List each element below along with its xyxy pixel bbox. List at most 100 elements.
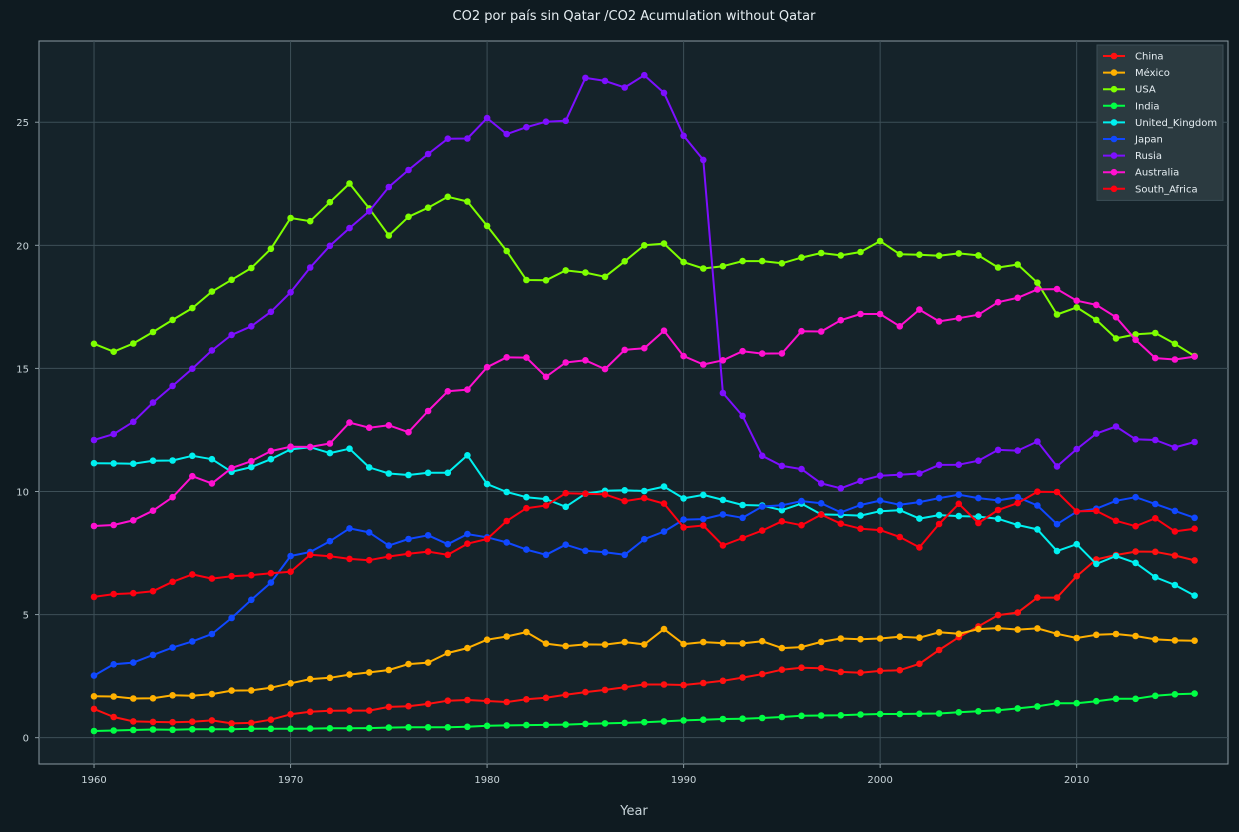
data-point xyxy=(1171,507,1179,515)
data-point xyxy=(90,436,98,444)
series-india xyxy=(90,690,1198,735)
data-point xyxy=(189,692,196,700)
data-point xyxy=(1053,463,1061,470)
data-point xyxy=(817,712,825,719)
data-point xyxy=(306,551,314,559)
data-point xyxy=(424,469,432,477)
data-point xyxy=(483,363,491,371)
data-point xyxy=(1073,445,1080,453)
data-point xyxy=(169,316,176,324)
data-point xyxy=(758,714,766,722)
data-point xyxy=(975,513,982,520)
data-point xyxy=(562,489,569,497)
data-point xyxy=(994,611,1002,619)
legend-item[interactable]: México xyxy=(1103,67,1170,79)
data-point xyxy=(955,630,963,638)
data-point xyxy=(935,252,943,259)
x-tick-label: 2010 xyxy=(1064,775,1089,786)
data-point xyxy=(955,709,963,716)
data-point xyxy=(837,252,845,259)
data-point xyxy=(424,548,432,555)
legend-label: India xyxy=(1135,101,1160,112)
data-point xyxy=(916,544,923,551)
series-united-kingdom xyxy=(90,443,1198,599)
data-point xyxy=(817,480,825,487)
data-point xyxy=(228,276,235,284)
data-point xyxy=(464,723,471,731)
data-point xyxy=(817,511,825,518)
data-point xyxy=(719,542,727,549)
data-point xyxy=(1171,581,1179,589)
data-point xyxy=(267,245,275,253)
x-axis-label: Year xyxy=(619,804,648,819)
data-point xyxy=(641,71,648,79)
data-point xyxy=(601,273,609,281)
legend-item[interactable]: South_Africa xyxy=(1103,184,1198,195)
data-point xyxy=(405,471,412,479)
data-point xyxy=(837,509,845,516)
data-point xyxy=(778,462,786,470)
data-point xyxy=(1152,515,1159,522)
data-point xyxy=(306,675,314,683)
plot-area xyxy=(38,40,1229,765)
data-point xyxy=(483,222,491,230)
data-point xyxy=(424,407,432,415)
data-point xyxy=(975,457,982,465)
data-point xyxy=(326,674,334,682)
data-point xyxy=(365,707,373,714)
data-point xyxy=(90,340,98,348)
data-point xyxy=(365,529,373,536)
data-point xyxy=(1093,430,1100,437)
data-point xyxy=(523,493,530,501)
data-point xyxy=(935,318,943,325)
data-point xyxy=(1112,313,1120,321)
legend-item[interactable]: USA xyxy=(1103,85,1156,96)
data-point xyxy=(385,553,393,560)
data-point xyxy=(464,135,471,142)
data-point xyxy=(385,703,393,711)
data-point xyxy=(189,638,196,645)
data-point xyxy=(817,638,825,646)
data-point xyxy=(248,323,255,330)
data-point xyxy=(542,551,550,559)
data-point xyxy=(424,532,432,539)
legend-item[interactable]: India xyxy=(1103,101,1160,112)
data-point xyxy=(1053,699,1061,707)
legend-item[interactable]: Australia xyxy=(1103,168,1179,179)
data-point xyxy=(758,637,766,645)
data-point xyxy=(916,498,923,506)
data-point xyxy=(857,635,864,643)
data-point xyxy=(1191,514,1198,522)
legend-item[interactable]: United_Kingdom xyxy=(1103,118,1217,129)
legend-item[interactable]: China xyxy=(1103,52,1164,63)
data-point xyxy=(1034,279,1041,287)
data-point xyxy=(719,677,727,685)
data-point xyxy=(1034,594,1041,601)
data-point xyxy=(621,683,628,691)
data-point xyxy=(208,717,216,724)
data-point xyxy=(582,269,589,276)
data-point xyxy=(562,541,569,548)
legend[interactable]: China México USA India United_Kingdom Japan Ru… xyxy=(1096,44,1224,201)
legend-item[interactable]: Japan xyxy=(1103,135,1163,146)
data-point xyxy=(994,446,1002,454)
data-point xyxy=(542,277,550,284)
data-point xyxy=(346,555,353,563)
data-point xyxy=(798,465,805,473)
data-point xyxy=(523,123,530,131)
data-point xyxy=(464,540,471,547)
data-point xyxy=(208,480,216,487)
data-point xyxy=(778,666,786,673)
data-point xyxy=(149,726,157,733)
data-point xyxy=(660,528,668,535)
data-point xyxy=(837,485,845,492)
data-point xyxy=(1112,335,1120,342)
data-point xyxy=(346,224,353,232)
data-point xyxy=(876,667,884,675)
data-point xyxy=(385,183,393,191)
legend-marker xyxy=(1110,152,1118,159)
data-point xyxy=(385,470,393,477)
data-point xyxy=(798,497,805,505)
legend-item[interactable]: Rusia xyxy=(1103,151,1162,162)
data-point xyxy=(817,328,825,335)
